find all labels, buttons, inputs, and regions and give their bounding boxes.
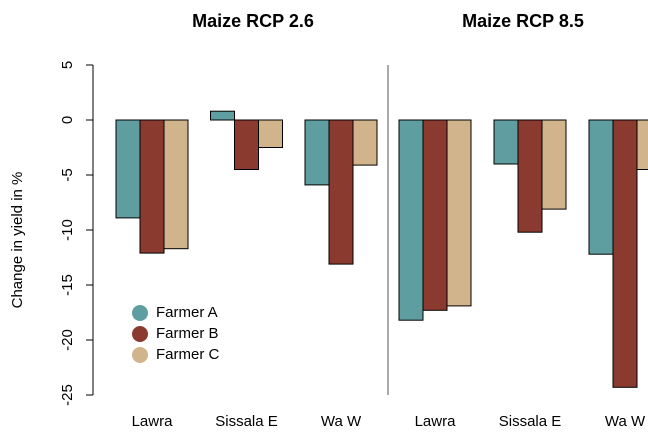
x-tick-label: Lawra [132,413,174,430]
y-tick-label: -10 [59,219,76,241]
legend-swatch [132,347,148,363]
bar [398,119,424,321]
y-tick-label: -20 [59,329,76,351]
panel-title: Maize RCP 8.5 [462,11,584,31]
x-tick-label: Sissala E [499,413,562,430]
bar [493,119,519,165]
bar [517,119,543,233]
bar [258,119,283,148]
y-tick-label: -5 [59,168,76,181]
bar [588,119,614,255]
x-tick-label: Lawra [415,413,457,430]
bar [328,119,354,265]
bar [541,119,567,210]
bar [612,119,638,388]
bar [115,119,141,219]
legend-label: Farmer A [156,304,218,321]
y-tick-label: -15 [59,274,76,296]
x-tick-label: Wa W [605,413,646,430]
x-tick-label: Wa W [321,413,362,430]
bar [446,119,472,307]
y-tick-label: 0 [59,116,76,124]
bar [163,119,189,250]
legend-label: Farmer B [156,325,219,342]
y-tick-label: -25 [59,384,76,406]
bar [210,110,235,121]
bar [304,119,330,186]
y-axis-label: Change in yield in % [9,172,26,309]
bar [422,119,448,311]
bar [234,119,259,170]
legend-label: Farmer C [156,346,220,363]
y-tick-label: 5 [59,61,76,69]
legend-swatch [132,305,148,321]
panel-title: Maize RCP 2.6 [192,11,314,31]
bar [139,119,165,254]
bar [636,119,648,170]
legend-swatch [132,326,148,342]
x-tick-label: Sissala E [215,413,278,430]
bar [352,119,378,166]
